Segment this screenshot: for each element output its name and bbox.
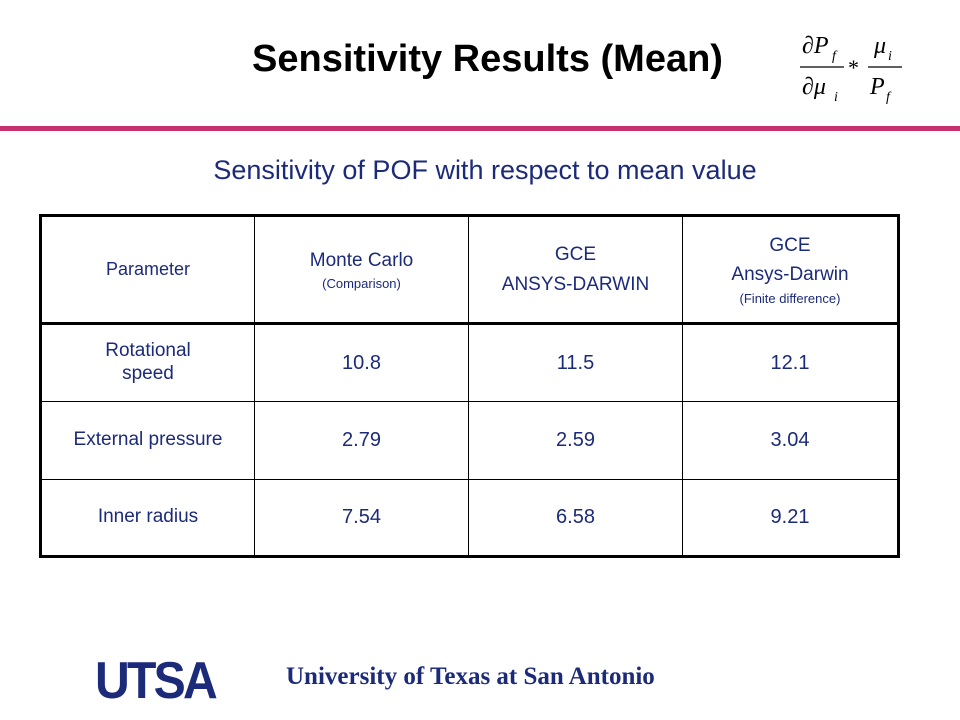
cell-parameter: External pressure bbox=[40, 401, 255, 480]
header-gce: GCE ANSYS-DARWIN bbox=[468, 215, 683, 324]
cell-gce: 11.5 bbox=[468, 323, 683, 402]
formula-num-right: μ bbox=[873, 33, 886, 59]
title-divider bbox=[0, 126, 960, 131]
table-row: Inner radius 7.54 6.58 9.21 bbox=[40, 479, 899, 557]
formula-den-right-sub: f bbox=[886, 90, 892, 105]
sensitivity-formula: ∂P f ∂μ i * μ i P f bbox=[800, 33, 902, 105]
cell-monte-carlo: 2.79 bbox=[254, 401, 469, 480]
cell-gce-fd: 12.1 bbox=[682, 323, 899, 402]
cell-gce-fd: 3.04 bbox=[682, 401, 899, 480]
cell-monte-carlo: 7.54 bbox=[254, 479, 469, 557]
cell-gce: 6.58 bbox=[468, 479, 683, 557]
cell-parameter: Rotational speed bbox=[40, 323, 255, 402]
cell-parameter: Inner radius bbox=[40, 479, 255, 557]
utsa-logo: UTSA bbox=[95, 654, 217, 704]
formula-operator: * bbox=[848, 55, 859, 80]
footer-institution: University of Texas at San Antonio bbox=[286, 663, 655, 690]
formula-num-left: ∂P bbox=[802, 33, 829, 59]
header-monte-carlo: Monte Carlo (Comparison) bbox=[254, 215, 469, 324]
formula-den-left: ∂μ bbox=[802, 74, 826, 100]
cell-monte-carlo: 10.8 bbox=[254, 323, 469, 402]
sensitivity-table: Parameter Monte Carlo (Comparison) GCE A… bbox=[39, 214, 900, 558]
table-header-row: Parameter Monte Carlo (Comparison) GCE A… bbox=[40, 215, 899, 324]
header-gce-fd: GCE Ansys-Darwin (Finite difference) bbox=[682, 215, 899, 324]
cell-gce-fd: 9.21 bbox=[682, 479, 899, 557]
slide-title: Sensitivity Results (Mean) bbox=[252, 38, 723, 80]
header-parameter: Parameter bbox=[40, 215, 255, 324]
cell-gce: 2.59 bbox=[468, 401, 683, 480]
table-row: Rotational speed 10.8 11.5 12.1 bbox=[40, 323, 899, 402]
formula-num-right-sub: i bbox=[888, 49, 892, 64]
utsa-logo-text: UTSA bbox=[95, 654, 217, 704]
slide-subtitle: Sensitivity of POF with respect to mean … bbox=[213, 155, 757, 185]
formula-num-left-sub: f bbox=[832, 49, 838, 64]
table-row: External pressure 2.79 2.59 3.04 bbox=[40, 401, 899, 480]
formula-den-left-sub: i bbox=[834, 90, 838, 105]
formula-den-right: P bbox=[869, 74, 885, 100]
